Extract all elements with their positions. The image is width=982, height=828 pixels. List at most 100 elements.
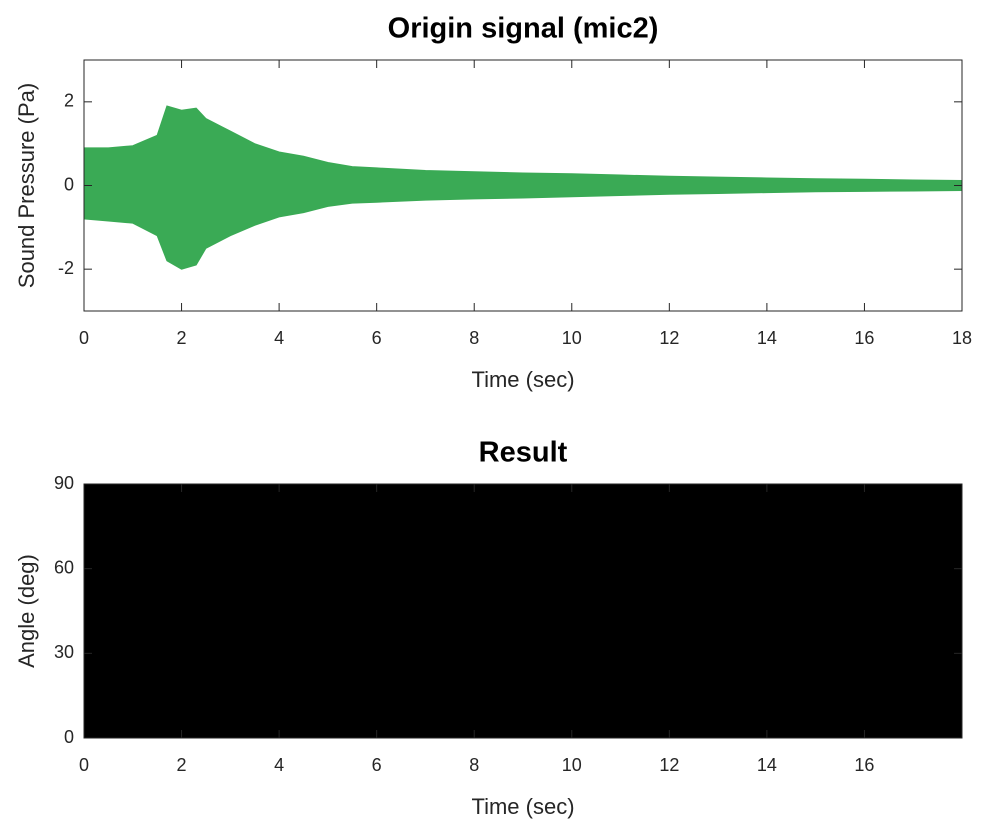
heatmap-cell [571,611,670,654]
heatmap-cell [108,611,134,654]
x-tick-label: 16 [854,328,874,348]
heatmap-cell [279,611,329,654]
heatmap-cell [766,653,865,683]
heatmap-cell [864,709,963,739]
heatmap-cell [132,484,158,527]
heatmap-cell [376,526,475,570]
heatmap-cell [864,653,963,683]
heatmap-cell [279,681,329,711]
heatmap-cell [166,526,183,570]
heatmap-cell [864,484,963,527]
heatmap-cell [205,568,231,612]
heatmap-cell [157,709,168,739]
heatmap-cell [766,709,865,739]
y-tick-label: 60 [54,557,74,577]
chart-title: Origin signal (mic2) [388,13,659,45]
heatmap-cell [571,653,670,683]
heatmap-cell [474,653,573,683]
heatmap-cell [108,653,134,683]
x-tick-label: 2 [177,755,187,775]
x-tick-label: 10 [562,328,582,348]
heatmap-cell [376,653,475,683]
y-tick-label: 0 [64,727,74,747]
heatmap-cell [132,653,158,683]
heatmap-cell [327,568,378,612]
heatmap-cell [669,568,768,612]
y-tick-label: 2 [64,91,74,111]
heatmap-cell [571,484,670,527]
heatmap-cell [205,681,231,711]
heatmap-cell [166,484,183,527]
heatmap-cell [669,653,768,683]
signal-envelope [83,105,963,270]
heatmap-cell [230,709,280,739]
heatmap-cell [571,709,670,739]
heatmap-cell [181,484,207,527]
x-tick-label: 4 [274,328,284,348]
heatmap-cell [376,484,475,527]
heatmap-cell [84,709,109,739]
heatmap-cell [181,653,207,683]
heatmap-cell [376,568,475,612]
heatmap-cell [474,526,573,570]
x-tick-label: 0 [79,328,89,348]
y-tick-label: 0 [64,174,74,194]
heatmap-cell [669,526,768,570]
heatmap-cell [166,709,183,739]
x-tick-label: 14 [757,755,777,775]
heatmap-cell [864,681,963,711]
heatmap-cell [84,611,109,654]
x-tick-label: 6 [372,755,382,775]
y-tick-label: 30 [54,642,74,662]
x-tick-label: 12 [659,328,679,348]
heatmap-cell [669,681,768,711]
heatmap-cell [205,611,231,654]
heatmap-cell [230,568,280,612]
heatmap-cell [327,653,378,683]
heatmap-cell [166,653,183,683]
x-tick-label: 2 [177,328,187,348]
heatmap-cell [669,484,768,527]
heatmap-cell [474,568,573,612]
heatmap-cell [157,611,168,654]
x-axis-label: Time (sec) [471,367,574,392]
heatmap-cell [376,611,475,654]
heatmap-cell [230,484,280,527]
heatmap-cell [864,568,963,612]
heatmap-cell [474,611,573,654]
heatmap-cell [157,681,168,711]
heatmap-cell [132,526,158,570]
heatmap-cell [669,709,768,739]
x-tick-label: 10 [562,755,582,775]
heatmap-cell [279,568,329,612]
heatmap-cell [230,681,280,711]
x-axis-label: Time (sec) [471,794,574,819]
heatmap-cell [181,681,207,711]
heatmap-cell [84,484,109,527]
heatmap-cell [571,568,670,612]
heatmap-cell [766,568,865,612]
x-tick-label: 0 [79,755,89,775]
heatmap-cell [279,526,329,570]
heatmap-cell [864,526,963,570]
heatmap-cell [230,653,280,683]
y-axis-label: Sound Pressure (Pa) [14,83,39,288]
heatmap-cell [84,568,109,612]
heatmap-cell [205,653,231,683]
heatmap-cell [766,681,865,711]
heatmap-cell [157,568,168,612]
axes-frame [83,483,963,739]
y-tick-label: -2 [58,258,74,278]
heatmap-cell [474,709,573,739]
heatmap-cell [157,484,168,527]
heatmap-cell [108,484,134,527]
x-tick-label: 16 [854,755,874,775]
heatmap-cell [157,653,168,683]
heatmap-cell [181,526,207,570]
x-tick-label: 12 [659,755,679,775]
heatmap-cell [108,568,134,612]
heatmap-cell [766,484,865,527]
heatmap-cell [279,484,329,527]
heatmap-cell [132,568,158,612]
